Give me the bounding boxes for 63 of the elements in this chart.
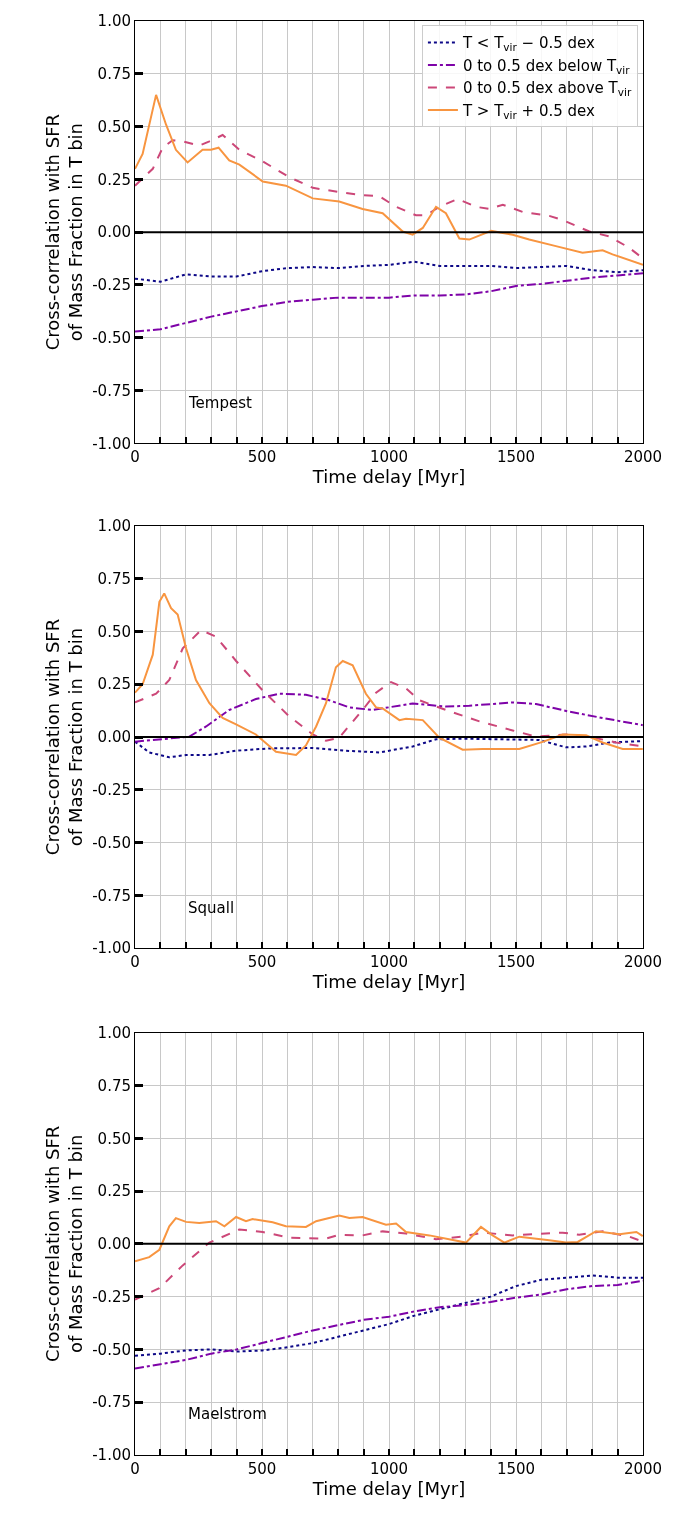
y-axis-title: Cross-correlation with SFR of Mass Fraction in T bin — [41, 618, 87, 856]
y-tick-label: -1.00 — [92, 939, 131, 958]
y-tick-label: -0.25 — [92, 1287, 131, 1306]
y-tick-label: 1.00 — [97, 1023, 131, 1042]
x-tick-label: 0 — [130, 953, 140, 972]
annotation: Squall — [188, 899, 235, 917]
y-tick-label: -0.25 — [92, 781, 131, 800]
y-tick-label: -1.00 — [92, 434, 131, 453]
line-series — [135, 260, 643, 283]
y-tick-label: -0.50 — [92, 833, 131, 852]
y-tick-label: -0.50 — [92, 1340, 131, 1359]
line-series — [135, 1279, 643, 1370]
y-tick-label: 0.25 — [97, 170, 131, 189]
x-tick-label: 500 — [247, 953, 277, 972]
y-tick-label: -0.75 — [92, 1393, 131, 1412]
x-tick-label: 1500 — [496, 953, 536, 972]
x-tick-label: 2000 — [623, 1460, 663, 1479]
y-tick-label: 0.00 — [97, 223, 131, 242]
line-series — [135, 692, 643, 743]
y-tick-label: 0.75 — [97, 65, 131, 84]
y-tick-label: 0.50 — [97, 622, 131, 641]
legend-label: 0 to 0.5 dex above T$_{vir}$ — [462, 79, 632, 99]
legend-label: T > T$_{vir}$ + 0.5 dex — [461, 101, 596, 121]
legend-label: 0 to 0.5 dex below T$_{vir}$ — [462, 56, 631, 76]
y-tick-label: 1.00 — [97, 517, 131, 536]
line-series — [135, 1274, 643, 1357]
y-tick-label: 0.00 — [97, 728, 131, 747]
x-tick-label: 0 — [130, 1460, 140, 1479]
x-tick-label: 1000 — [369, 1460, 409, 1479]
x-tick-label: 500 — [247, 1460, 277, 1479]
y-tick-label: -0.50 — [92, 329, 131, 348]
y-tick-label: 0.50 — [97, 117, 131, 136]
y-tick-label: 0.00 — [97, 1235, 131, 1254]
x-axis-title: Time delay [Myr] — [311, 971, 466, 993]
x-tick-label: 2000 — [623, 448, 663, 467]
y-tick-label: -1.00 — [92, 1446, 131, 1465]
y-tick-label: 0.75 — [97, 569, 131, 588]
legend-label: T < T$_{vir}$ − 0.5 dex — [461, 34, 596, 54]
y-tick-label: 0.25 — [97, 1182, 131, 1201]
x-tick-label: 1500 — [496, 1460, 536, 1479]
y-axis-title: Cross-correlation with SFR of Mass Fraction in T bin — [41, 113, 87, 351]
y-tick-label: -0.75 — [92, 886, 131, 905]
y-tick-label: 0.50 — [97, 1129, 131, 1148]
y-tick-label: -0.25 — [92, 276, 131, 295]
x-tick-label: 500 — [247, 448, 277, 467]
x-axis-title: Time delay [Myr] — [311, 1478, 466, 1500]
y-tick-label: -0.75 — [92, 381, 131, 400]
line-series — [135, 272, 643, 333]
line-series — [135, 592, 643, 756]
x-axis-title: Time delay [Myr] — [311, 466, 466, 488]
y-tick-label: 0.25 — [97, 675, 131, 694]
annotation: Maelstrom — [188, 1405, 267, 1423]
x-tick-label: 0 — [130, 448, 140, 467]
y-axis-title: Cross-correlation with SFR of Mass Fraction in T bin — [41, 1125, 87, 1363]
annotation: Tempest — [188, 394, 253, 412]
x-tick-label: 1500 — [496, 448, 536, 467]
x-tick-label: 2000 — [623, 953, 663, 972]
line-series — [135, 737, 643, 759]
line-series — [135, 1214, 643, 1263]
x-tick-label: 1000 — [369, 953, 409, 972]
x-tick-label: 1000 — [369, 448, 409, 467]
y-tick-label: 1.00 — [97, 12, 131, 31]
y-tick-label: 0.75 — [97, 1076, 131, 1095]
